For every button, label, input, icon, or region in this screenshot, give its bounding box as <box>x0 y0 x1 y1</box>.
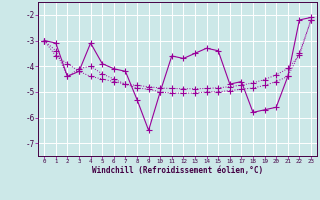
X-axis label: Windchill (Refroidissement éolien,°C): Windchill (Refroidissement éolien,°C) <box>92 166 263 175</box>
